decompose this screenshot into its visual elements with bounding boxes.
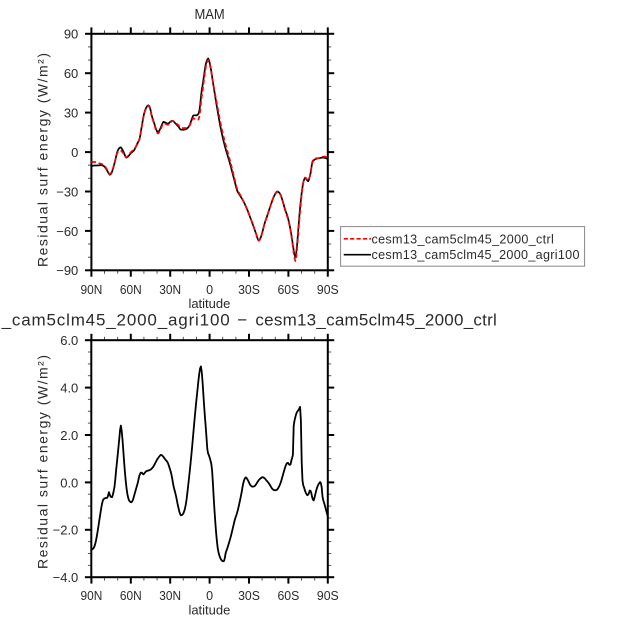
svg-text:90N: 90N: [81, 589, 103, 603]
svg-text:30S: 30S: [238, 283, 260, 297]
svg-text:0: 0: [71, 145, 78, 160]
svg-text:cesm13_cam5clm45_2000_agri100: cesm13_cam5clm45_2000_agri100: [372, 248, 580, 262]
svg-text:cesm13_cam5clm45_2000_ctrl: cesm13_cam5clm45_2000_ctrl: [372, 232, 554, 246]
svg-text:_cam5clm45_2000_agri100: _cam5clm45_2000_agri100: [1, 310, 230, 329]
svg-text:60S: 60S: [278, 589, 300, 603]
svg-text:90: 90: [64, 27, 78, 42]
svg-text:−: −: [237, 310, 247, 329]
svg-text:−30: −30: [56, 184, 78, 199]
svg-text:4.0: 4.0: [60, 381, 78, 396]
svg-text:6.0: 6.0: [60, 333, 78, 348]
svg-text:0: 0: [206, 589, 213, 603]
svg-text:0.0: 0.0: [60, 475, 78, 490]
svg-text:90S: 90S: [317, 283, 339, 297]
svg-text:−60: −60: [56, 224, 78, 239]
svg-text:−90: −90: [56, 263, 78, 278]
svg-text:0: 0: [206, 283, 213, 297]
svg-text:30N: 30N: [159, 283, 181, 297]
svg-text:latitude: latitude: [188, 296, 230, 311]
svg-text:90N: 90N: [81, 283, 103, 297]
svg-text:30: 30: [64, 106, 78, 121]
svg-text:30S: 30S: [238, 589, 260, 603]
svg-text:cesm13_cam5clm45_2000_ctrl: cesm13_cam5clm45_2000_ctrl: [255, 310, 496, 329]
svg-text:MAM: MAM: [194, 7, 224, 23]
svg-text:−2.0: −2.0: [53, 523, 79, 538]
svg-text:90S: 90S: [317, 589, 339, 603]
svg-text:60N: 60N: [120, 283, 142, 297]
svg-text:Residual surf energy (W/m²): Residual surf energy (W/m²): [34, 355, 50, 569]
svg-text:−4.0: −4.0: [53, 570, 79, 585]
svg-text:60N: 60N: [120, 589, 142, 603]
svg-text:2.0: 2.0: [60, 428, 78, 443]
svg-text:30N: 30N: [159, 589, 181, 603]
svg-text:60S: 60S: [278, 283, 300, 297]
svg-text:Residual surf energy (W/m²): Residual surf energy (W/m²): [34, 53, 50, 267]
svg-text:latitude: latitude: [188, 602, 230, 617]
svg-text:60: 60: [64, 66, 78, 81]
